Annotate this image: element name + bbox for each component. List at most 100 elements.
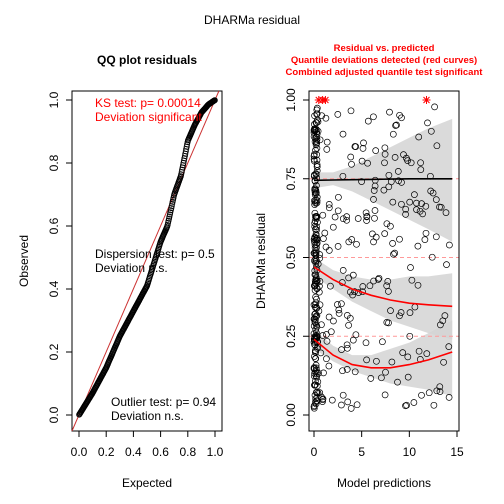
residual-point: [349, 336, 357, 344]
residual-point: [339, 391, 347, 399]
qq-x-tick-label: 0.6: [152, 445, 169, 459]
qq-point: [211, 97, 218, 104]
residual-point: [424, 119, 431, 127]
residual-point: [319, 332, 327, 339]
residual-point: [358, 178, 365, 185]
qq-x-label: Expected: [122, 476, 172, 490]
residual-point: [416, 207, 424, 215]
residual-point: [385, 171, 393, 179]
residual-point: [310, 249, 318, 257]
outlier-markers: [314, 96, 431, 104]
figure-title: DHARMa residual: [204, 13, 300, 27]
residual-point: [381, 144, 389, 152]
qq-x-tick-label: 1.0: [207, 445, 224, 459]
residual-point: [422, 229, 430, 237]
residual-point: [318, 321, 325, 329]
outlier-marker: [321, 96, 330, 104]
residual-point: [433, 142, 441, 150]
residual-point: [323, 146, 331, 153]
residual-point: [370, 113, 377, 121]
residual-point: [367, 375, 375, 382]
residual-point: [313, 345, 321, 352]
residual-point: [310, 301, 318, 309]
residual-point: [381, 159, 388, 167]
residual-point: [311, 318, 319, 326]
residual-point: [440, 358, 447, 366]
residual-point: [417, 159, 424, 167]
dispersion-deviation-text: Deviation n.s.: [95, 261, 168, 275]
residual-points: [310, 103, 453, 412]
residual-point: [370, 196, 377, 203]
residual-point: [348, 160, 355, 168]
residual-point: [345, 321, 352, 329]
quantile-band-0.75: [314, 118, 453, 242]
residual-point: [425, 389, 433, 397]
residual-point: [406, 309, 414, 316]
residual-point: [349, 271, 357, 279]
ks-deviation-text: Deviation significant: [95, 110, 202, 124]
residual-point: [313, 373, 321, 381]
residual-point: [398, 114, 405, 122]
residual-point: [347, 405, 355, 412]
residual-point: [402, 402, 409, 410]
residual-point: [380, 186, 388, 194]
residual-point: [312, 377, 319, 385]
qq-point: [178, 169, 185, 176]
residual-point: [358, 157, 366, 165]
residual-point: [407, 264, 414, 271]
residual-point: [339, 215, 347, 223]
residual-point: [323, 138, 331, 146]
qq-x-tick-label: 0.0: [71, 445, 88, 459]
quantile-reference-lines: [309, 178, 459, 337]
qq-point: [167, 209, 174, 216]
residual-point: [323, 337, 331, 345]
qq-point: [164, 221, 171, 228]
outlier-marker-stroke: [423, 96, 430, 104]
qq-y-label: Observed: [17, 235, 31, 287]
qq-point: [170, 196, 177, 203]
residual-y-label: DHARMa residual: [254, 213, 268, 309]
residual-point: [312, 372, 320, 380]
residual-point: [370, 277, 377, 285]
residual-point: [325, 201, 333, 208]
residual-point: [311, 279, 319, 287]
residual-point: [323, 355, 330, 363]
residual-point: [382, 368, 389, 376]
residual-point: [391, 154, 399, 161]
residual-point: [315, 307, 323, 315]
qq-y-tick-label: 1.0: [47, 91, 61, 108]
residual-point: [339, 367, 346, 375]
residual-point: [313, 144, 321, 152]
residual-point: [316, 254, 324, 262]
residual-point: [329, 223, 337, 231]
qq-x-tick-label: 0.4: [125, 445, 142, 459]
residual-point: [323, 331, 330, 338]
residual-point: [427, 187, 435, 195]
residual-point: [372, 147, 380, 154]
residual-point: [318, 112, 326, 120]
outlier-test-text: Outlier test: p= 0.94: [111, 395, 216, 409]
residual-point: [344, 398, 352, 406]
residual-point: [313, 234, 321, 242]
residual-y-tick-label: 0.75: [284, 167, 298, 191]
residual-point: [347, 107, 355, 115]
residual-point: [312, 190, 320, 197]
residual-point: [442, 209, 450, 216]
residual-point: [310, 155, 318, 163]
residual-point: [385, 319, 392, 327]
quantile-band-0.25: [314, 320, 453, 397]
residual-point: [402, 205, 410, 213]
residual-point: [334, 111, 342, 118]
residual-point: [378, 374, 385, 382]
residual-point: [363, 217, 370, 224]
residual-point: [334, 243, 342, 250]
qq-reference-line: [71, 90, 220, 432]
qq-point: [183, 143, 190, 150]
residual-point: [325, 313, 333, 321]
residual-point: [427, 127, 435, 135]
residual-point: [385, 288, 392, 295]
residual-point: [402, 211, 409, 218]
residual-point: [370, 187, 378, 194]
residual-point: [311, 219, 319, 227]
residual-point: [311, 120, 318, 128]
